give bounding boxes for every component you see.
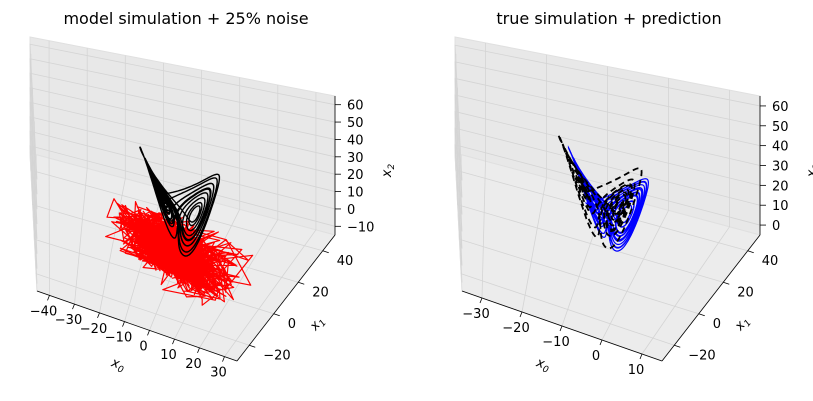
y-tick-mark <box>698 313 705 317</box>
x-tick-label: −30 <box>55 313 82 328</box>
grid-x <box>199 84 279 349</box>
grid-x <box>224 92 317 357</box>
y-tick-mark <box>273 313 280 317</box>
x-tick-label: 20 <box>185 357 202 372</box>
x-tick-label: −10 <box>105 331 132 346</box>
z-tick-label: 10 <box>772 199 789 214</box>
chart-title: true simulation + prediction <box>496 9 721 28</box>
z-tick-label: 50 <box>347 116 364 131</box>
x-tick-label: 10 <box>628 363 645 378</box>
grid-z <box>454 127 761 266</box>
y-tick-label: −20 <box>263 348 290 363</box>
z-tick-label: 60 <box>772 100 789 115</box>
clean-trajectory-line <box>139 146 221 257</box>
z-tick-label: 40 <box>772 140 789 155</box>
z-tick-label: 40 <box>347 133 364 148</box>
z-tick-label: 0 <box>772 219 780 234</box>
y-axis-label: x1 <box>732 314 754 336</box>
grid-x <box>601 78 669 341</box>
subplot-model-simulation: −40−30−20−100102030−2002040−100102030405… <box>29 9 397 381</box>
grid-z <box>29 43 336 180</box>
x-tick-mark <box>599 339 603 346</box>
z-axis-label: x2 <box>380 164 397 179</box>
x-axis-label: x0 <box>533 355 552 376</box>
y-axis-line <box>661 234 761 362</box>
x-tick-label: −30 <box>462 307 489 322</box>
x-tick-mark <box>172 338 175 345</box>
x-tick-mark <box>197 347 200 354</box>
z-tick-label: 30 <box>772 160 789 175</box>
grid-x <box>481 42 486 299</box>
y-tick-label: −20 <box>688 348 715 363</box>
x-tick-label: −20 <box>80 322 107 337</box>
y-tick-label: 20 <box>737 285 754 300</box>
grid-z <box>29 72 336 210</box>
x-tick-mark <box>639 353 643 360</box>
z-tick-label: 20 <box>347 168 364 183</box>
grid-x <box>99 55 126 313</box>
z-tick-label: 10 <box>347 186 364 201</box>
x-tick-label: −10 <box>542 335 569 350</box>
prediction-line <box>557 131 643 250</box>
y-axis-line <box>236 234 336 362</box>
x-tick-mark <box>97 312 100 319</box>
y-tick-label: 40 <box>762 254 779 269</box>
x-tick-label: 30 <box>210 366 227 381</box>
x-tick-mark <box>47 295 50 301</box>
x-tick-label: 0 <box>139 339 147 354</box>
z-tick-label: 0 <box>347 203 355 218</box>
x-tick-mark <box>72 303 75 310</box>
z-tick-label: 60 <box>347 99 364 114</box>
grid-z <box>29 58 336 195</box>
y-tick-mark <box>674 344 681 348</box>
grid-z <box>29 130 336 269</box>
x-tick-label: −40 <box>30 304 57 319</box>
z-tick-label: 30 <box>347 151 364 166</box>
x-tick-mark <box>147 330 150 336</box>
z-tick-label: 50 <box>772 120 789 135</box>
y-tick-mark <box>747 250 754 254</box>
y-tick-label: 20 <box>312 285 329 300</box>
y-axis-label: x1 <box>307 314 329 336</box>
grid-x <box>641 90 730 355</box>
noisy-trajectory-line <box>105 198 254 306</box>
x-tick-mark <box>519 311 523 318</box>
x-axis-label: x0 <box>108 355 127 376</box>
grid-x <box>521 54 547 313</box>
x-axis-line <box>36 290 238 362</box>
y-tick-label: 40 <box>337 254 354 269</box>
grid-z <box>454 144 761 283</box>
y-tick-mark <box>249 344 256 348</box>
grid-x <box>74 48 88 305</box>
y-tick-mark <box>322 250 329 254</box>
grid-z <box>29 116 336 254</box>
grid-z <box>454 111 761 249</box>
grid-z <box>29 145 336 284</box>
grid-z <box>454 61 761 198</box>
x-tick-mark <box>122 321 125 327</box>
grid-x <box>149 70 202 331</box>
y-tick-label: 0 <box>713 317 721 332</box>
grid-z <box>454 44 761 181</box>
grid-z <box>29 87 336 225</box>
x-tick-label: −20 <box>502 321 529 336</box>
x-tick-label: 10 <box>160 348 177 363</box>
grid-z <box>29 101 336 239</box>
x-tick-mark <box>479 297 483 304</box>
x-tick-mark <box>222 356 225 362</box>
y-tick-mark <box>723 281 730 285</box>
grid-z <box>454 94 761 232</box>
y-tick-mark <box>298 281 305 285</box>
x-tick-mark <box>559 325 563 332</box>
grid-z <box>454 77 761 215</box>
x-tick-label: 0 <box>592 349 600 364</box>
z-axis-label: x2 <box>805 164 813 179</box>
z-tick-label: 20 <box>772 179 789 194</box>
subplot-true-simulation: −30 −20 −10 0 10 −20 0 20 40 0 10 20 30 40 50 60 x0 x1 x2 t… <box>454 9 813 378</box>
z-tick-label: −10 <box>347 220 374 235</box>
y-tick-label: 0 <box>288 317 296 332</box>
chart-title: model simulation + 25% noise <box>63 9 308 28</box>
